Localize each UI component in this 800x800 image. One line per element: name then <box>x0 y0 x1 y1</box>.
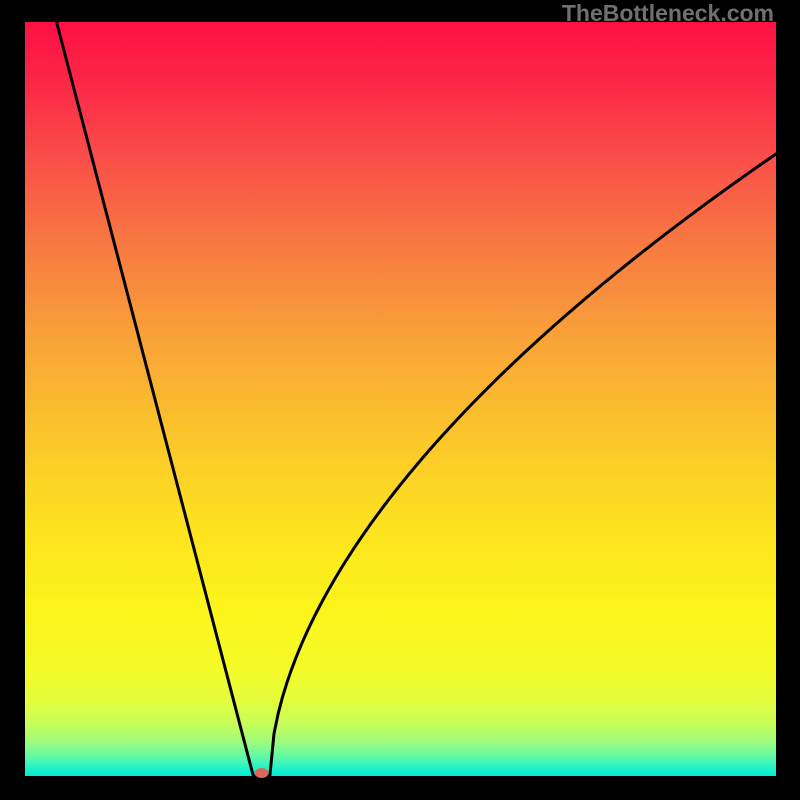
notch-marker <box>255 768 269 778</box>
watermark-text: TheBottleneck.com <box>562 0 774 27</box>
bottleneck-curve <box>57 22 776 776</box>
curve-layer <box>0 0 800 800</box>
chart-root: TheBottleneck.com <box>0 0 800 800</box>
